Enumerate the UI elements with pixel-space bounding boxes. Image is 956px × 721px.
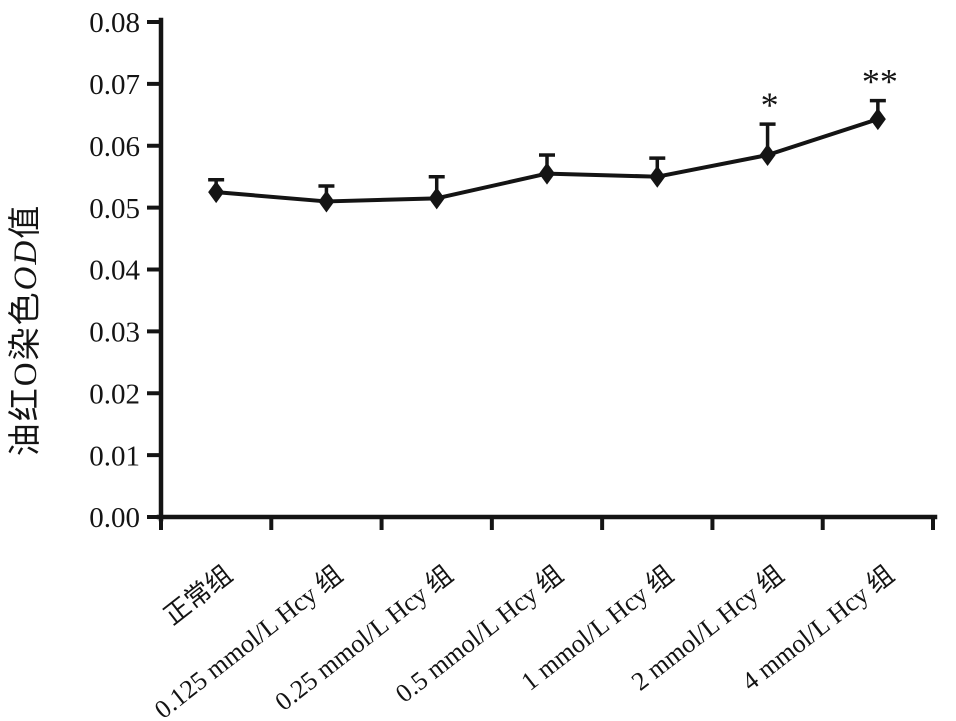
x-tick-label: 0.125 mmol/L Hcy 组 bbox=[149, 560, 348, 721]
y-tick-label: 0.04 bbox=[89, 255, 140, 287]
significance-marker: ** bbox=[862, 62, 898, 102]
y-axis-label: 油红O染色OD值 bbox=[7, 204, 44, 457]
diamond-marker bbox=[208, 181, 225, 204]
y-tick-label: 0.07 bbox=[89, 69, 140, 101]
diamond-marker bbox=[649, 165, 666, 188]
y-tick-label: 0.01 bbox=[89, 440, 140, 472]
y-tick-label: 0.00 bbox=[89, 502, 140, 534]
data-point-markers bbox=[208, 108, 886, 213]
diamond-marker bbox=[869, 108, 886, 131]
diamond-marker bbox=[759, 144, 776, 167]
y-tick-label: 0.02 bbox=[89, 378, 140, 410]
y-tick-label: 0.06 bbox=[89, 131, 140, 163]
significance-annotations: *** bbox=[761, 62, 898, 126]
y-tick-labels: 0.00 0.01 0.02 0.03 0.04 0.05 0.06 0.07 0.08 bbox=[89, 7, 140, 534]
y-axis-title: 油红O染色OD值 bbox=[7, 204, 44, 457]
y-axis bbox=[147, 17, 164, 522]
x-axis bbox=[156, 514, 938, 530]
x-tick-label: 0.25 mmol/L Hcy 组 bbox=[269, 560, 458, 717]
diamond-marker bbox=[428, 187, 445, 210]
y-tick-label: 0.08 bbox=[89, 7, 140, 39]
diamond-marker bbox=[318, 190, 335, 213]
x-tick-label: 正常组 bbox=[159, 560, 238, 631]
diamond-marker bbox=[539, 162, 555, 185]
significance-marker: * bbox=[761, 85, 779, 125]
y-tick-label: 0.05 bbox=[89, 193, 140, 225]
y-tick-label: 0.03 bbox=[89, 317, 140, 349]
